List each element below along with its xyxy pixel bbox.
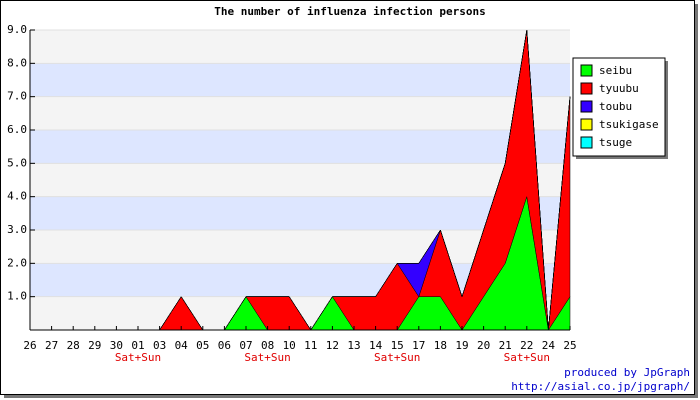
plot-area: 1.02.03.04.05.06.07.08.09.026 27 28 29 30 01S…	[7, 23, 577, 364]
x-tick-label: 22	[520, 339, 533, 352]
x-tick-label: 18	[434, 339, 447, 352]
legend-label: tsuge	[599, 136, 632, 149]
x-tick-label: 17	[412, 339, 425, 352]
legend-swatch	[580, 100, 593, 113]
y-tick-label: 7.0	[7, 90, 27, 103]
y-tick-label: 4.0	[7, 190, 27, 203]
background-band	[30, 63, 570, 97]
x-tick-label: 25	[563, 339, 576, 352]
x-tick-sublabel: Sat+Sun	[374, 351, 420, 364]
x-tick-sublabel: Sat+Sun	[115, 351, 161, 364]
x-tick-label: 27	[45, 339, 58, 352]
x-tick-sublabel: Sat+Sun	[244, 351, 290, 364]
x-tick-label: 11	[304, 339, 317, 352]
y-tick-label: 8.0	[7, 56, 27, 69]
x-tick-label: 29	[88, 339, 101, 352]
x-tick-label: 28	[67, 339, 80, 352]
legend-label: tyuubu	[599, 82, 639, 95]
background-band	[30, 96, 570, 130]
x-tick-sublabel: Sat+Sun	[504, 351, 550, 364]
legend-label: seibu	[599, 64, 632, 77]
x-tick-label: 14	[369, 339, 383, 352]
x-tick-label: 30	[110, 339, 123, 352]
legend-label: tsukigase	[599, 118, 659, 131]
y-tick-label: 3.0	[7, 223, 27, 236]
legend-swatch	[580, 82, 593, 95]
background-band	[30, 130, 570, 164]
y-tick-label: 1.0	[7, 290, 27, 303]
footer-line: http://asial.co.jp/jpgraph/	[511, 380, 690, 393]
x-tick-label: 24	[542, 339, 556, 352]
x-tick-label: 13	[347, 339, 360, 352]
y-tick-label: 9.0	[7, 23, 27, 36]
x-tick-label: 10	[283, 339, 296, 352]
x-tick-label: 07	[239, 339, 252, 352]
background-band	[30, 30, 570, 64]
x-tick-label: 08	[261, 339, 274, 352]
x-tick-label: 03	[153, 339, 166, 352]
y-tick-label: 6.0	[7, 123, 27, 136]
x-tick-label: 01	[131, 339, 144, 352]
y-tick-label: 5.0	[7, 156, 27, 169]
background-band	[30, 196, 570, 230]
x-tick-label: 20	[477, 339, 490, 352]
x-tick-label: 12	[326, 339, 339, 352]
legend-label: toubu	[599, 100, 632, 113]
y-tick-label: 2.0	[7, 256, 27, 269]
legend-swatch	[580, 136, 593, 149]
x-tick-label: 06	[218, 339, 231, 352]
x-tick-label: 05	[196, 339, 209, 352]
x-tick-label: 19	[455, 339, 468, 352]
x-tick-label: 04	[175, 339, 189, 352]
x-tick-label: 15	[391, 339, 404, 352]
chart-title: The number of influenza infection person…	[214, 5, 486, 18]
legend-swatch	[580, 118, 593, 131]
footer-line: produced by JpGraph	[564, 366, 690, 379]
x-tick-label: 26	[23, 339, 36, 352]
background-band	[30, 163, 570, 197]
legend-swatch	[580, 64, 593, 77]
x-tick-label: 21	[499, 339, 512, 352]
